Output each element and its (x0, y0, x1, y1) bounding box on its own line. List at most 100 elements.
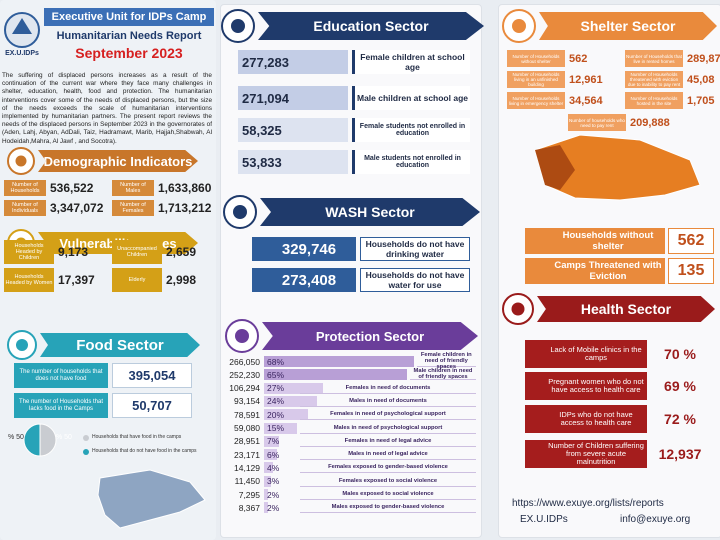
card-label: Elderly (112, 268, 162, 292)
card-label: Number of Individuals (4, 200, 46, 216)
logo-text: EX.U.IDPs (5, 50, 39, 57)
protection-percent: 27% (267, 383, 285, 394)
protection-percent: 2% (267, 489, 280, 500)
footer-account: EX.U.IDPs (520, 514, 568, 525)
health-label: IDPs who do not have access to health ca… (525, 405, 647, 433)
shelter-highlight-value: 135 (668, 258, 714, 284)
section-icon-dot (231, 19, 245, 33)
yemen-map (534, 134, 701, 201)
card-label: Number of Females (112, 200, 154, 216)
protection-bar (264, 369, 407, 381)
protection-percent: 4% (267, 462, 280, 473)
card-value: 2,998 (166, 273, 197, 287)
card-label: Number of Males (112, 180, 154, 196)
food-value: 395,054 (112, 363, 192, 388)
protection-bar (264, 395, 317, 407)
card-label: Households Headed by Children (4, 240, 54, 264)
protection-value: 14,129 (234, 462, 260, 473)
shelter-value: 34,564 (569, 94, 603, 107)
section-title: Shelter Sector (539, 12, 717, 40)
card-value: 536,522 (50, 181, 94, 195)
protection-label: Male children in need of friendly spaces (410, 368, 476, 381)
protection-bar (264, 422, 297, 434)
wash-label: Households do not have water for use (360, 268, 470, 292)
food-label: The number of Households that lacks food… (14, 393, 108, 418)
protection-percent: 2% (267, 502, 280, 513)
food-value: 50,707 (112, 393, 192, 418)
protection-value: 106,294 (229, 383, 260, 394)
protection-bar (264, 449, 278, 461)
protection-value: 59,080 (234, 423, 260, 433)
unit-title: Executive Unit for IDPs Camp (44, 8, 214, 26)
card-label: Number of Households (4, 180, 46, 196)
card-value: 1,713,212 (158, 201, 212, 215)
shelter-highlight-label: Households without shelter (525, 228, 665, 254)
protection-label: Males exposed to social violence (300, 489, 476, 500)
edu-value: 58,325 (238, 118, 348, 142)
protection-value: 78,591 (234, 409, 260, 420)
section-icon-dot (511, 302, 525, 316)
report-month: September 2023 (75, 45, 183, 61)
protection-percent: 6% (267, 449, 280, 460)
footer-email: info@exuye.org (620, 514, 691, 525)
wash-value: 329,746 (252, 237, 356, 261)
protection-bar (264, 489, 269, 500)
protection-bar (264, 409, 308, 421)
shelter-label: Number of Households living in emergency… (507, 92, 565, 109)
section-icon-dot (233, 205, 247, 219)
section-title: Health Sector (537, 296, 715, 322)
protection-label: Females in need of legal advice (300, 436, 476, 447)
section-icon-dot (16, 339, 28, 351)
section-title: WASH Sector (260, 198, 480, 226)
protection-label: Female children in need of friendly spac… (416, 352, 476, 370)
legend-label: Households that do not have food in the … (92, 448, 197, 454)
yemen-map-region (535, 145, 575, 190)
report-title: Humanitarian Needs Report (56, 30, 202, 42)
edu-label: Male children at school age (352, 86, 470, 110)
section-title: Protection Sector (262, 322, 478, 350)
protection-value: 8,367 (238, 502, 260, 513)
edu-value: 277,283 (238, 50, 348, 74)
section-icon-dot (512, 19, 526, 33)
shelter-label: Number of households who need to pay ren… (568, 114, 626, 131)
health-label: Lack of Mobile clinics in the camps (525, 340, 647, 368)
section-icon-dot (235, 329, 249, 343)
pie-label: % 50 (8, 434, 24, 441)
logo-tent (12, 18, 32, 34)
shelter-label: Number of Households threatened with evi… (625, 71, 683, 88)
health-value: 12,937 (658, 446, 702, 462)
protection-label: Males in need of documents (300, 396, 476, 407)
protection-percent: 24% (267, 396, 285, 407)
section-title: Food Sector (40, 333, 200, 357)
protection-value: 266,050 (229, 356, 260, 367)
shelter-value: 12,961 (569, 73, 603, 86)
protection-value: 11,450 (234, 476, 260, 487)
card-value: 1,633,860 (158, 181, 212, 195)
shelter-value: 1,705 (687, 94, 715, 107)
protection-label: Males exposed to gender-based violence (300, 502, 476, 514)
card-label: Unaccompanied Children (112, 240, 162, 264)
shelter-value: 562 (569, 52, 588, 65)
protection-percent: 65% (267, 369, 285, 380)
protection-bar (264, 356, 414, 367)
protection-percent: 20% (267, 409, 285, 420)
pie-label: % 50 (56, 434, 72, 441)
shelter-highlight-label: Camps Threatened with Eviction (525, 258, 665, 284)
protection-bar (264, 502, 269, 514)
card-value: 17,397 (58, 273, 95, 287)
health-label: Number of Children suffering from severe… (525, 440, 647, 468)
health-value: 69 % (664, 378, 696, 394)
edu-label: Female students not enrolled in educatio… (352, 118, 470, 142)
protection-label: Males in need of psychological support (300, 423, 476, 434)
card-value: 9,173 (58, 245, 89, 259)
section-title: Demographic Indicators (38, 150, 198, 172)
protection-bar (264, 475, 271, 487)
legend-label: Households that have food in the camps (92, 434, 182, 440)
food-label: The number of households that does not h… (14, 363, 108, 388)
protection-bar (264, 435, 280, 447)
card-label: Households Headed by Women (4, 268, 54, 292)
yemen-map (97, 469, 206, 529)
edu-label: Male students not enrolled in education (352, 150, 470, 174)
